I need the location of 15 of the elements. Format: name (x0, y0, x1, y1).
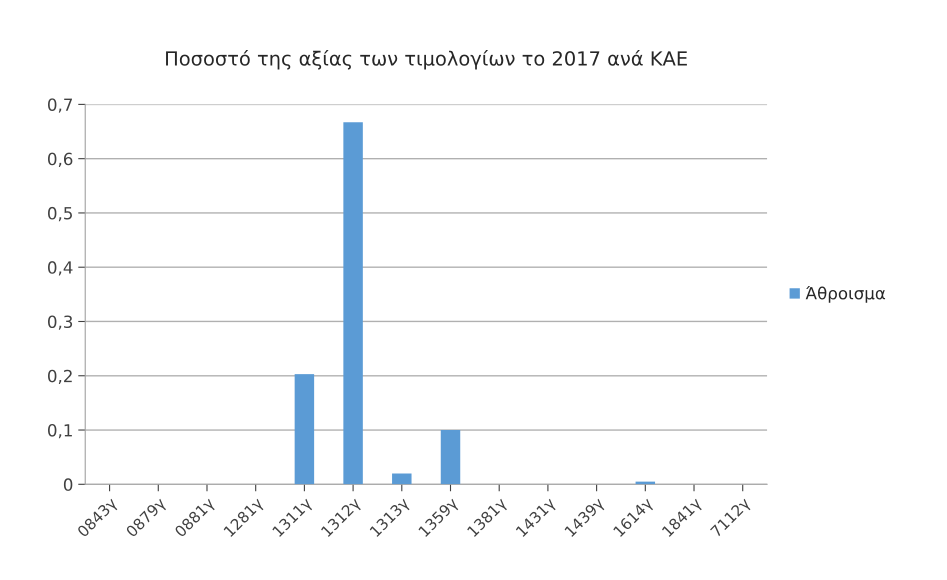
y-tick-label: 0,6 (48, 152, 72, 167)
bar (636, 482, 656, 484)
bar (440, 430, 460, 484)
y-tick-label: 0,1 (48, 424, 72, 438)
chart-title: Ποσοστό της αξίας των τιμολογίων το 2017 ανά ΚΑΕ (166, 50, 687, 70)
y-tick-label: 0,7 (48, 98, 72, 113)
bar (343, 122, 363, 484)
y-tick-label: 0 (64, 478, 72, 491)
y-tick-label: 0,3 (48, 315, 72, 330)
bar (294, 374, 314, 484)
bar (392, 473, 412, 484)
y-tick-label: 0,5 (48, 206, 72, 222)
y-tick-label: 0,4 (48, 261, 72, 276)
y-tick-label: 0,2 (48, 370, 72, 384)
legend-label: Άθροισμα (806, 286, 886, 303)
